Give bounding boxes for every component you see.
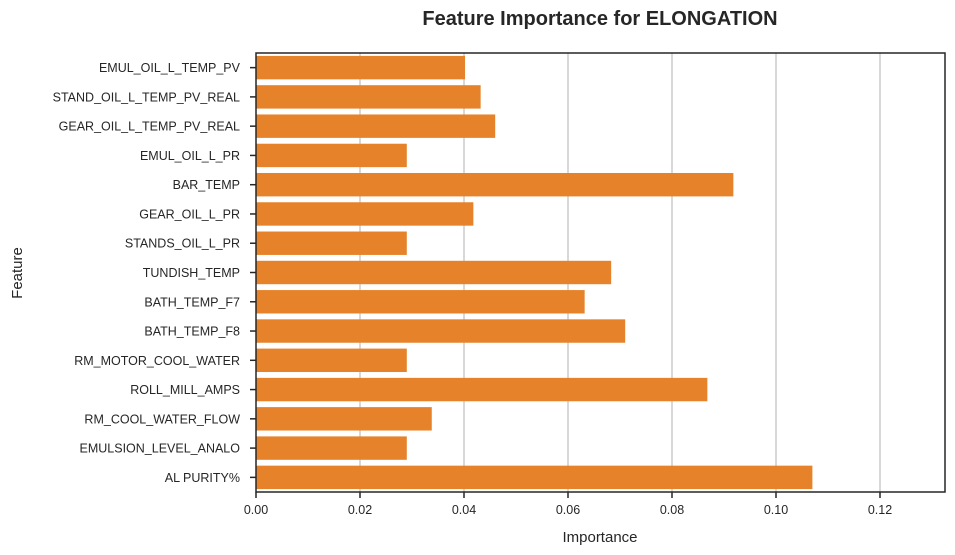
y-tick-label: EMUL_OIL_L_PR: [140, 149, 240, 163]
y-axis-label: Feature: [9, 247, 26, 299]
y-tick-label: RM_COOL_WATER_FLOW: [84, 412, 240, 426]
y-tick-label: BATH_TEMP_F8: [144, 325, 240, 339]
bar: [256, 319, 626, 343]
y-tick-label: AL PURITY%: [165, 471, 240, 485]
bar: [256, 377, 708, 402]
bar: [256, 55, 466, 80]
x-tick-label: 0.00: [244, 503, 268, 517]
bars: [256, 55, 813, 490]
bar: [256, 202, 474, 226]
y-tick-label: BAR_TEMP: [173, 178, 240, 192]
x-tick-label: 0.10: [764, 503, 788, 517]
bar: [256, 465, 813, 490]
y-tick-label: BATH_TEMP_F7: [144, 295, 240, 309]
x-axis-ticks: 0.00 0.02 0.04 0.06 0.08 0.10 0.12: [244, 492, 892, 517]
bar: [256, 290, 585, 314]
bar: [256, 260, 612, 285]
bar: [256, 172, 734, 197]
bar: [256, 436, 407, 460]
y-tick-label: EMUL_OIL_L_TEMP_PV: [99, 61, 241, 75]
y-tick-label: STANDS_OIL_L_PR: [125, 237, 240, 251]
y-tick-label: ROLL_MILL_AMPS: [130, 383, 240, 397]
y-tick-label: EMULSION_LEVEL_ANALO: [80, 442, 241, 456]
y-tick-label: GEAR_OIL_L_TEMP_PV_REAL: [59, 120, 240, 134]
x-tick-label: 0.04: [452, 503, 476, 517]
chart-title: Feature Importance for ELONGATION: [422, 8, 777, 30]
y-tick-label: TUNDISH_TEMP: [143, 266, 240, 280]
bar: [256, 114, 496, 138]
bar: [256, 348, 407, 373]
x-tick-label: 0.02: [348, 503, 372, 517]
x-tick-label: 0.06: [556, 503, 580, 517]
y-tick-label: RM_MOTOR_COOL_WATER: [74, 354, 240, 368]
x-axis-label: Importance: [562, 529, 637, 546]
y-tick-label: STAND_OIL_L_TEMP_PV_REAL: [53, 90, 240, 104]
bar: [256, 231, 407, 255]
bar: [256, 85, 481, 109]
bar: [256, 143, 407, 168]
x-tick-label: 0.12: [868, 503, 892, 517]
y-axis-ticks: EMUL_OIL_L_TEMP_PV STAND_OIL_L_TEMP_PV_RE…: [53, 61, 256, 485]
bar: [256, 407, 432, 431]
y-tick-label: GEAR_OIL_L_PR: [139, 207, 240, 221]
x-tick-label: 0.08: [660, 503, 684, 517]
